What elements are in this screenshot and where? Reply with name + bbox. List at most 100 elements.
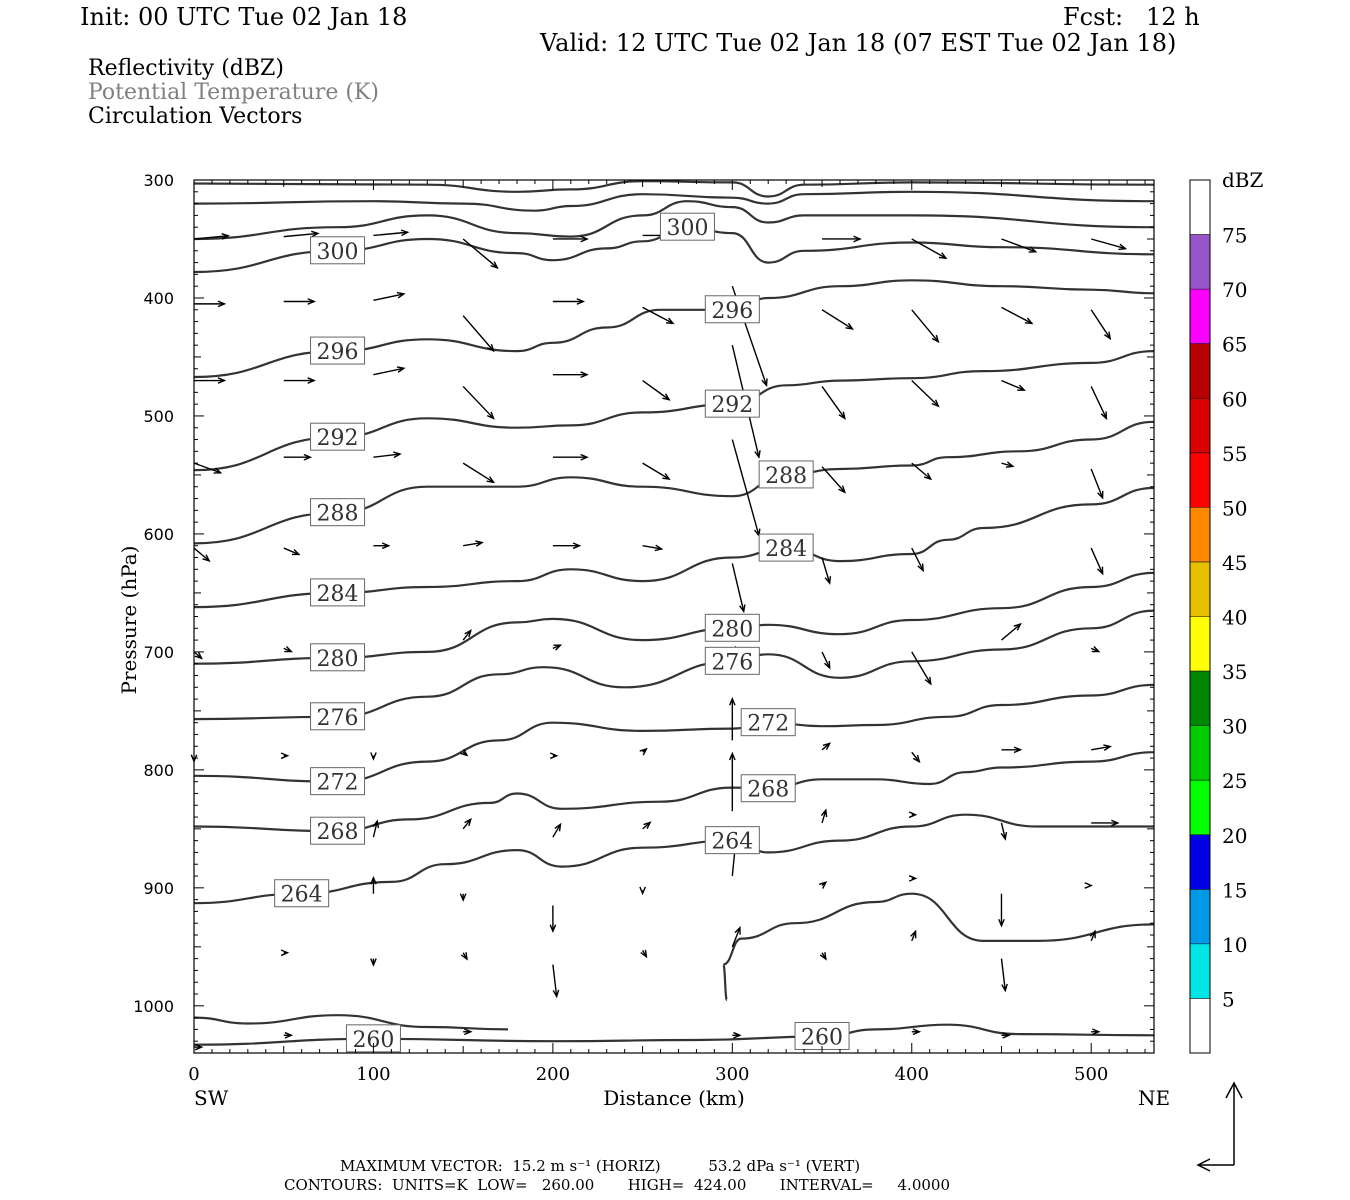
circulation-vector — [194, 377, 227, 384]
contour-label: 288 — [310, 498, 366, 527]
theta-contour-line — [193, 350, 1155, 472]
colorbar-level-label: 30 — [1222, 715, 1247, 739]
circulation-vector — [1001, 379, 1026, 391]
circulation-vector — [1001, 1031, 1011, 1039]
field-reflectivity: Reflectivity (dBZ) — [88, 56, 284, 81]
circulation-vector — [911, 309, 940, 344]
colorbar-level-label: 60 — [1222, 387, 1247, 411]
circulation-vector — [642, 379, 671, 401]
circulation-vector — [642, 821, 652, 830]
circulation-vector — [370, 958, 377, 967]
contour-label: 284 — [758, 533, 814, 562]
circulation-vector — [193, 651, 203, 660]
circulation-vector — [460, 952, 468, 961]
colorbar-swatch — [1190, 616, 1210, 672]
circulation-vector — [1091, 819, 1120, 827]
circulation-vector — [911, 238, 948, 260]
circulation-vector — [731, 925, 741, 948]
circulation-vector — [819, 952, 827, 961]
circulation-vector — [1090, 309, 1112, 341]
y-tick-label: 900 — [143, 879, 174, 898]
circulation-vector — [194, 300, 227, 308]
colorbar-swatch — [1190, 452, 1210, 508]
contour-label-text: 284 — [317, 582, 359, 607]
theta-contour-line — [193, 1014, 509, 1031]
circulation-vector — [552, 542, 582, 550]
y-tick-label: 700 — [143, 643, 174, 662]
circulation-vector — [642, 544, 664, 552]
contour-label: 264 — [704, 826, 760, 855]
contour-label-text: 268 — [747, 778, 789, 803]
circulation-vector — [193, 462, 223, 474]
circulation-vector — [1090, 646, 1101, 653]
circulation-vector — [821, 651, 831, 670]
circulation-vector — [552, 298, 586, 305]
circulation-vector — [911, 462, 933, 481]
circulation-vector — [552, 235, 589, 243]
circulation-vector — [1091, 744, 1112, 751]
circulation-vector — [640, 949, 648, 959]
forecast-hour: Fcst: 12 h — [1063, 3, 1200, 31]
contour-label: 268 — [740, 774, 796, 803]
circulation-vector — [460, 748, 469, 757]
colorbar-swatch — [1190, 234, 1210, 290]
contour-label: 276 — [704, 646, 760, 675]
colorbar-level-label: 40 — [1222, 606, 1247, 630]
contour-label-text: 296 — [711, 299, 753, 324]
circulation-vector — [821, 386, 846, 420]
contour-label: 280 — [310, 643, 366, 672]
x-tick-label: 500 — [1074, 1064, 1108, 1085]
y-tick-label: 300 — [143, 171, 174, 190]
theta-contours — [193, 180, 1155, 1046]
circulation-vector — [463, 540, 484, 547]
circulation-vector — [373, 366, 406, 376]
colorbar-swatch — [1190, 834, 1210, 890]
colorbar-swatch — [1190, 180, 1210, 235]
circulation-vector — [639, 747, 648, 756]
theta-contour-line — [193, 190, 1155, 212]
colorbar: 5 10 15 20 25 30 35 40 45 50 55 60 65 70 75 — [1189, 179, 1247, 1054]
circulation-vector — [910, 929, 917, 942]
circulation-vector — [1000, 822, 1008, 841]
contour-label-text: 272 — [747, 712, 789, 737]
colorbar-level-label: 10 — [1222, 933, 1247, 957]
circulation-vector — [1001, 746, 1023, 754]
circulation-vector — [459, 893, 467, 902]
circulation-vector — [911, 380, 940, 408]
x-axis-label: Distance (km) — [603, 1086, 745, 1110]
circulation-vector — [911, 751, 921, 764]
circulation-vector — [280, 752, 290, 760]
circulation-vector — [462, 315, 495, 353]
circulation-vector — [552, 964, 560, 999]
x-tick-label: 300 — [715, 1064, 749, 1085]
theta-contour-line — [193, 279, 1155, 379]
contour-label-text: 280 — [711, 617, 753, 642]
circulation-vector — [552, 453, 589, 461]
contour-label: 264 — [274, 879, 330, 908]
contour-label: 280 — [704, 613, 760, 642]
contour-label-text: 264 — [281, 883, 323, 908]
contour-label: 272 — [740, 708, 796, 737]
circulation-vector — [283, 547, 301, 556]
y-tick-label: 400 — [143, 289, 174, 308]
theta-contour-line — [193, 200, 1155, 241]
circulation-vector — [821, 309, 854, 330]
theta-contour-line — [722, 892, 1155, 1001]
x-tick-label: 400 — [895, 1064, 929, 1085]
contour-labels: 260 2602642642682682722722762762802802842… — [274, 212, 850, 1053]
colorbar-swatch — [1190, 725, 1210, 781]
contour-label-text: 276 — [711, 650, 753, 675]
circulation-vector — [373, 291, 406, 302]
init-time: Init: 00 UTC Tue 02 Jan 18 — [80, 3, 408, 31]
contour-label-text: 276 — [317, 706, 359, 731]
circulation-vector — [1001, 622, 1022, 641]
contour-label: 276 — [310, 702, 366, 731]
y-axis-label: Pressure (hPa) — [117, 546, 141, 695]
theta-contour-line — [193, 486, 1155, 609]
circulation-vector — [283, 1031, 294, 1039]
colorbar-level-label: 50 — [1222, 496, 1247, 520]
circulation-vector — [370, 875, 377, 894]
circulation-vector — [1090, 547, 1104, 576]
circulation-vector — [911, 547, 924, 573]
colorbar-swatch — [1190, 671, 1210, 726]
